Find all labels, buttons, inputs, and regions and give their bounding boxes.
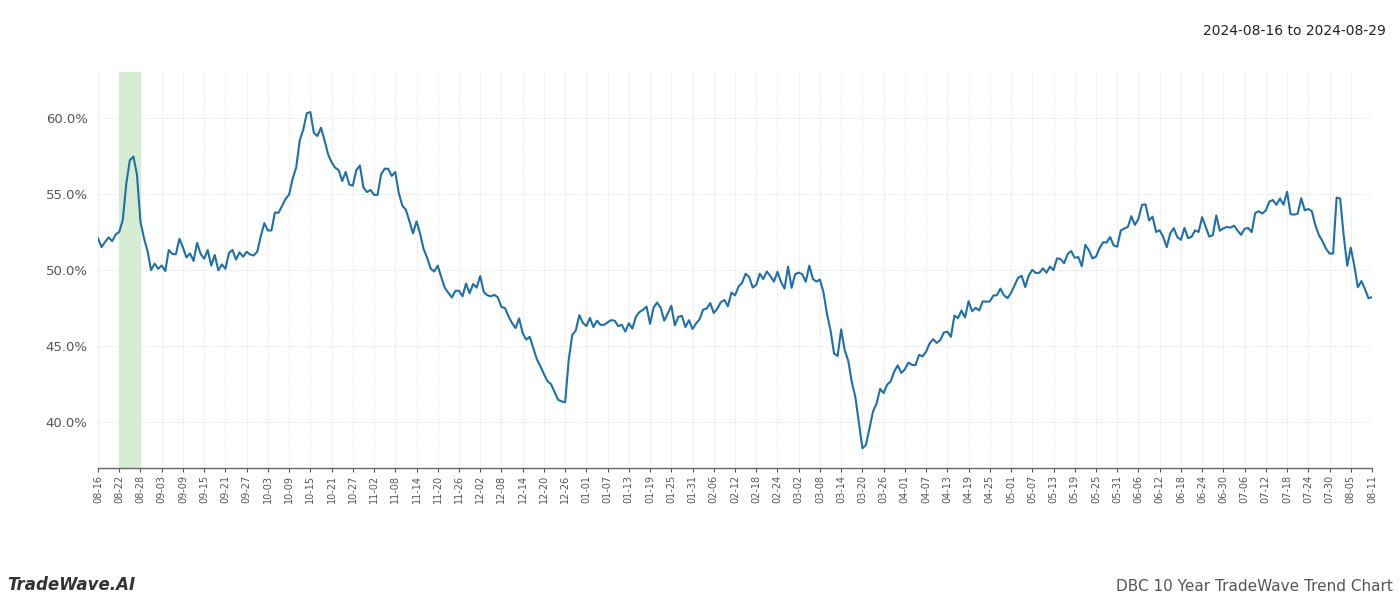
Bar (119, 72, 140, 468)
Text: TradeWave.AI: TradeWave.AI (7, 576, 136, 594)
Text: DBC 10 Year TradeWave Trend Chart: DBC 10 Year TradeWave Trend Chart (1116, 579, 1393, 594)
Text: 2024-08-16 to 2024-08-29: 2024-08-16 to 2024-08-29 (1203, 24, 1386, 38)
